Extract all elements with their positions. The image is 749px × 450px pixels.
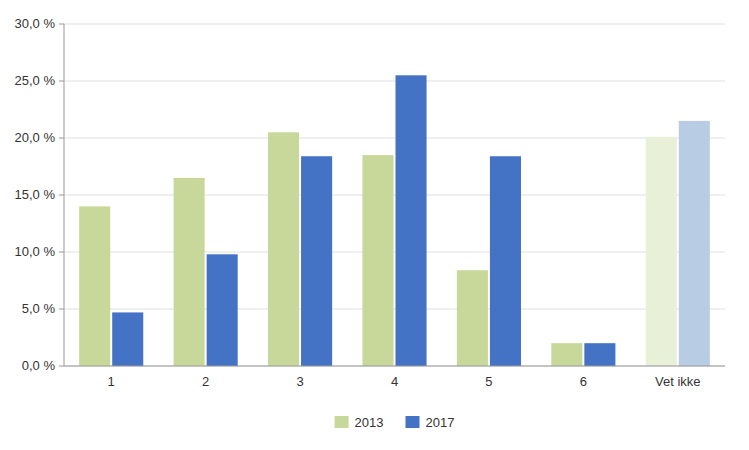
legend: 2013 2017 xyxy=(335,415,455,430)
x-tick-label: 6 xyxy=(580,374,587,389)
bar xyxy=(174,178,205,366)
y-tick xyxy=(59,195,64,196)
bar xyxy=(362,155,393,366)
y-tick xyxy=(59,309,64,310)
legend-item: 2013 xyxy=(335,415,384,430)
y-tick-label: 5,0 % xyxy=(22,301,56,316)
bar xyxy=(490,156,521,366)
x-tick-label: 1 xyxy=(108,374,115,389)
x-tick-label: 3 xyxy=(296,374,303,389)
y-tick-label: 15,0 % xyxy=(15,187,56,202)
x-axis-line xyxy=(64,366,725,367)
y-tick xyxy=(59,138,64,139)
legend-label: 2017 xyxy=(426,415,455,430)
x-axis: 1 2 3 4 5 6 Vet ikke xyxy=(64,366,725,389)
y-tick-label: 0,0 % xyxy=(22,358,56,373)
y-tick xyxy=(59,252,64,253)
y-tick-label: 10,0 % xyxy=(15,244,56,259)
chart: 0,0 %5,0 %10,0 %15,0 %20,0 %25,0 %30,0 %… xyxy=(0,0,749,450)
legend-label: 2013 xyxy=(355,415,384,430)
bar xyxy=(679,121,710,366)
legend-swatch xyxy=(335,416,349,428)
legend-item: 2017 xyxy=(406,415,455,430)
grid-line xyxy=(64,366,725,367)
y-axis: 0,0 % 5,0 % 10,0 % 15,0 % 20,0 % 25,0 % 30,0 % xyxy=(15,16,64,373)
grid xyxy=(64,24,725,366)
bar xyxy=(396,75,427,366)
y-axis-line xyxy=(64,24,65,366)
bar xyxy=(112,312,143,366)
x-tick-label: 4 xyxy=(391,374,398,389)
bar xyxy=(301,156,332,366)
grid-line xyxy=(64,195,725,196)
y-tick xyxy=(59,81,64,82)
bar xyxy=(79,206,110,366)
y-tick-label: 20,0 % xyxy=(15,130,56,145)
bar xyxy=(584,343,615,366)
bar xyxy=(457,270,488,366)
grid-line xyxy=(64,138,725,139)
bar xyxy=(207,254,238,366)
y-tick xyxy=(59,366,64,367)
y-tick xyxy=(59,24,64,25)
legend-swatch xyxy=(406,416,420,428)
grid-line xyxy=(64,309,725,310)
grid-line xyxy=(64,24,725,25)
grid-line xyxy=(64,81,725,82)
x-tick-label: Vet ikke xyxy=(655,374,701,389)
x-tick-label: 5 xyxy=(485,374,492,389)
y-tick-label: 25,0 % xyxy=(15,73,56,88)
bar xyxy=(551,343,582,366)
grid-line xyxy=(64,252,725,253)
bar xyxy=(646,137,677,366)
x-tick-label: 2 xyxy=(202,374,209,389)
bar xyxy=(268,132,299,366)
bars xyxy=(79,75,710,366)
y-tick-label: 30,0 % xyxy=(15,16,56,31)
